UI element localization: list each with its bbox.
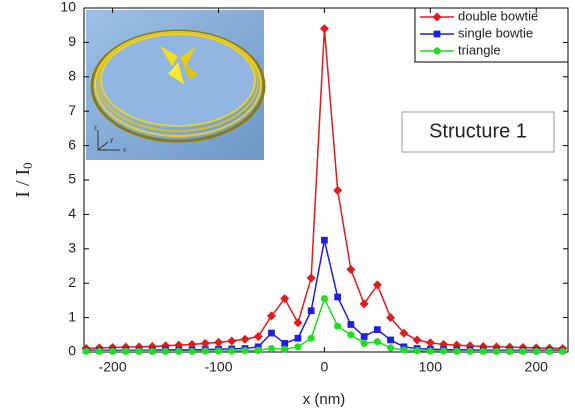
marker <box>293 318 302 327</box>
marker <box>373 280 382 289</box>
x-tick-label: 200 <box>525 359 549 375</box>
marker <box>281 346 288 353</box>
marker <box>400 346 407 353</box>
marker <box>268 345 275 352</box>
marker <box>361 340 368 347</box>
legend-label: single bowtie <box>458 25 533 40</box>
marker <box>215 347 222 354</box>
marker <box>533 348 540 355</box>
marker <box>347 331 354 338</box>
y-tick-label: 2 <box>68 274 76 290</box>
marker <box>360 299 369 308</box>
marker <box>109 348 116 355</box>
marker <box>254 332 263 341</box>
marker <box>268 330 275 337</box>
y-tick-label: 9 <box>68 33 76 49</box>
legend-marker <box>433 47 440 54</box>
marker <box>361 333 368 340</box>
y-tick-label: 3 <box>68 240 76 256</box>
marker <box>295 335 302 342</box>
marker <box>493 348 500 355</box>
y-tick-label: 4 <box>68 205 76 221</box>
marker <box>135 348 142 355</box>
annotation: Structure 1 <box>429 120 527 142</box>
legend-marker <box>434 31 441 38</box>
marker <box>308 335 315 342</box>
marker <box>334 294 341 301</box>
marker <box>333 186 342 195</box>
y-axis-label-subscript: 0 <box>20 162 35 169</box>
marker <box>83 348 90 355</box>
marker <box>480 348 487 355</box>
marker <box>346 265 355 274</box>
marker <box>320 24 329 33</box>
marker <box>321 237 328 244</box>
marker <box>453 348 460 355</box>
marker <box>387 337 394 344</box>
y-tick-label: 5 <box>68 171 76 187</box>
marker <box>307 274 316 283</box>
marker <box>228 347 235 354</box>
marker <box>387 344 394 351</box>
marker <box>96 348 103 355</box>
marker <box>559 348 566 355</box>
marker <box>426 338 435 347</box>
marker <box>122 348 129 355</box>
x-tick-label: -200 <box>99 359 127 375</box>
marker <box>241 347 248 354</box>
y-tick-label: 7 <box>68 102 76 118</box>
x-tick-label: -100 <box>204 359 232 375</box>
marker <box>227 336 236 345</box>
marker <box>175 348 182 355</box>
marker <box>546 348 553 355</box>
inset-axis-label: x <box>123 148 126 154</box>
x-tick-label: 100 <box>419 359 443 375</box>
marker <box>214 338 223 347</box>
y-tick-label: 0 <box>68 343 76 359</box>
marker <box>413 335 422 344</box>
y-axis-label-main: I / I <box>12 169 34 198</box>
legend-label: triangle <box>458 42 501 57</box>
legend-label: double bowtie <box>458 8 538 23</box>
inset-axis-label: z <box>94 126 97 132</box>
marker <box>240 335 249 344</box>
inset-image: z y x <box>86 10 264 160</box>
marker <box>334 323 341 330</box>
marker <box>466 348 473 355</box>
marker <box>348 321 355 328</box>
y-tick-label: 6 <box>68 136 76 152</box>
marker <box>294 343 301 350</box>
marker <box>440 347 447 354</box>
marker <box>506 348 513 355</box>
marker <box>308 307 315 314</box>
marker <box>321 295 328 302</box>
chart: z y x Structure 1 x (nm) I / I0 01234567… <box>0 0 575 417</box>
marker <box>427 347 434 354</box>
marker <box>149 348 156 355</box>
inset-axis-label: y <box>110 138 113 144</box>
x-axis-label: x (nm) <box>303 391 346 408</box>
y-tick-label: 1 <box>68 308 76 324</box>
marker <box>374 338 381 345</box>
x-tick-label: 0 <box>321 359 329 375</box>
marker <box>374 326 381 333</box>
marker <box>519 348 526 355</box>
marker <box>413 347 420 354</box>
marker <box>202 347 209 354</box>
y-tick-label: 10 <box>60 0 76 15</box>
y-axis-label: I / I0 <box>12 162 35 197</box>
marker <box>255 347 262 354</box>
marker <box>188 348 195 355</box>
series-line <box>86 299 563 352</box>
marker <box>162 348 169 355</box>
y-tick-label: 8 <box>68 68 76 84</box>
